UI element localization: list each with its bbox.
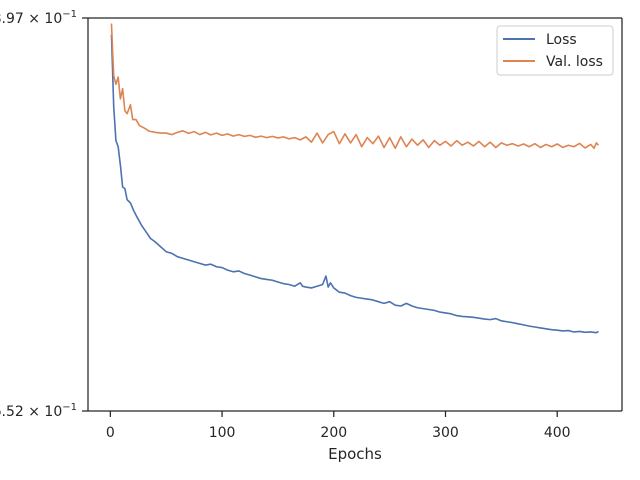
plot-frame xyxy=(87,17,623,412)
plot-area xyxy=(88,18,622,411)
legend-label-val-loss: Val. loss xyxy=(546,54,603,70)
x-tick-label: 300 xyxy=(432,425,459,441)
x-tick-label: 100 xyxy=(209,425,236,441)
x-tick-label: 0 xyxy=(106,425,115,441)
y-tick-label: 8.97 × 10−1 xyxy=(0,9,77,27)
legend: Loss Val. loss xyxy=(496,25,614,76)
x-axis-ticks: 0 100 200 300 400 xyxy=(106,411,571,441)
y-axis-ticks: 8.97 × 10−1 6.52 × 10−1 xyxy=(0,9,88,420)
series-line-loss xyxy=(110,34,599,334)
x-tick-label: 200 xyxy=(320,425,347,441)
series-line-val-loss xyxy=(110,23,600,150)
legend-label-loss: Loss xyxy=(546,32,577,48)
series-layer xyxy=(110,23,600,334)
x-axis-title: Epochs xyxy=(328,445,382,463)
y-tick-label: 6.52 × 10−1 xyxy=(0,402,77,420)
x-tick-label: 400 xyxy=(544,425,571,441)
